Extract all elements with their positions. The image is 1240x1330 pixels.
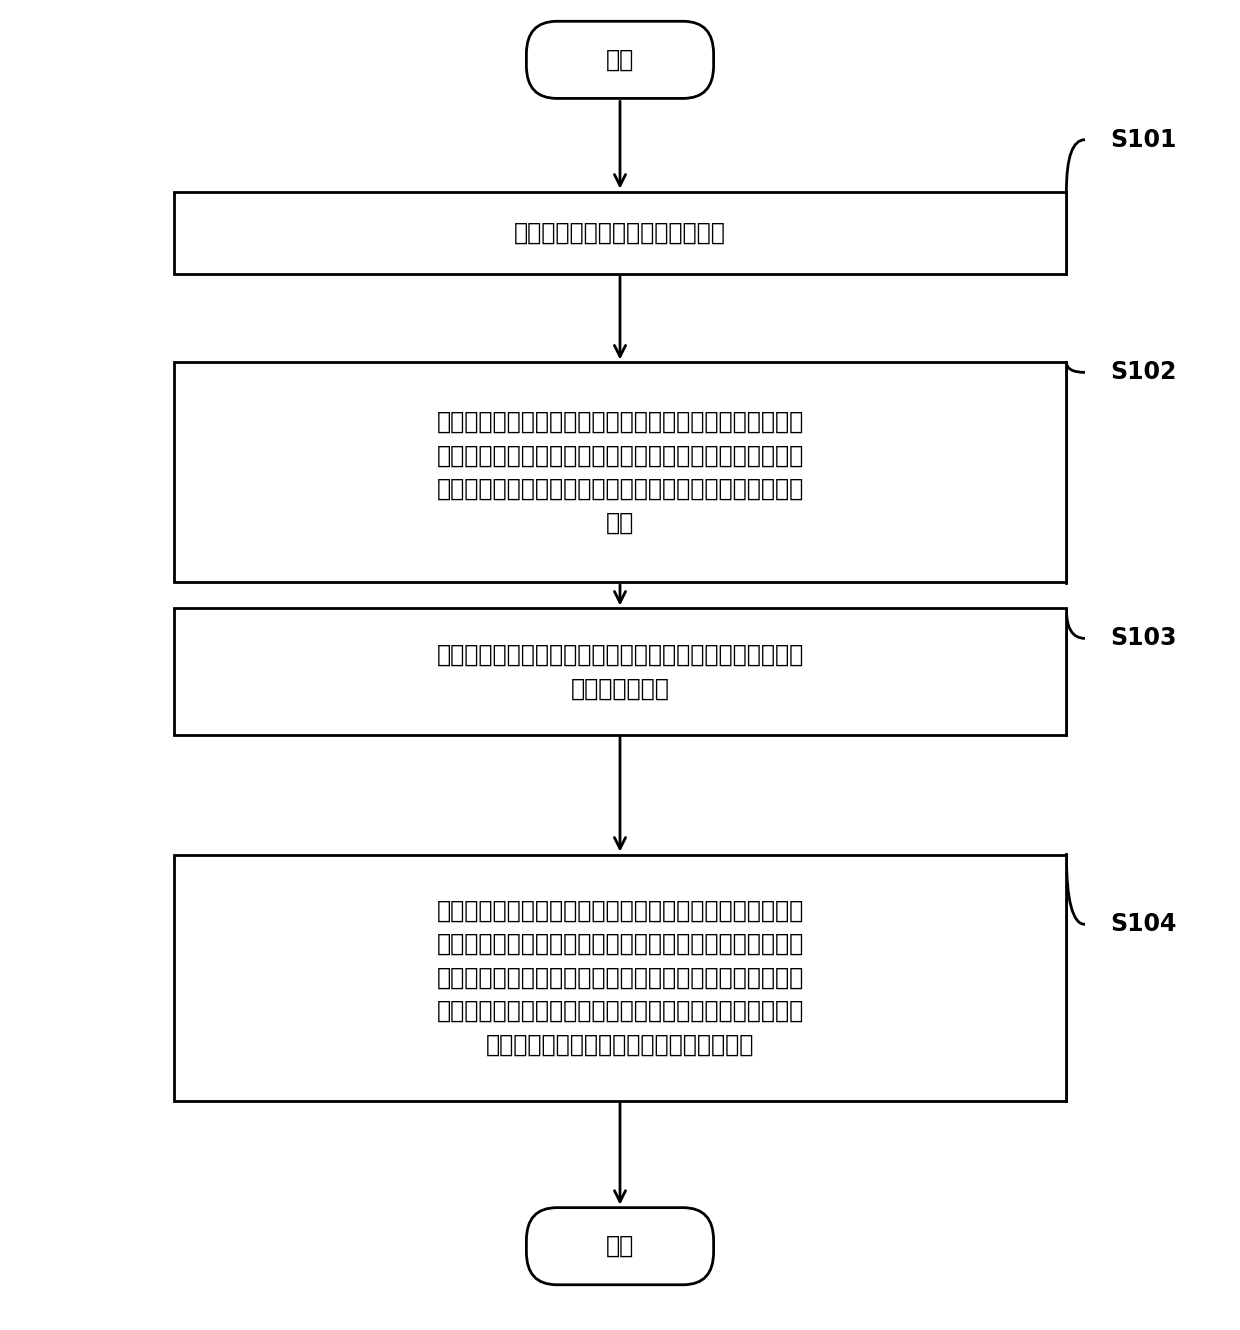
Text: S104: S104 <box>1110 912 1177 936</box>
Text: 建立包括前级神经网络和后级神经网络的人工神经网络模型
，并利用危险驾驶的特征样本参数训练所述人工神经网络模
型，获取包含预设危险驾驶特征分类概率值的人工神经网络: 建立包括前级神经网络和后级神经网络的人工神经网络模型 ，并利用危险驾驶的特征样本… <box>436 410 804 535</box>
Text: S103: S103 <box>1110 626 1177 650</box>
FancyBboxPatch shape <box>174 855 1066 1101</box>
Text: 开始: 开始 <box>606 48 634 72</box>
FancyBboxPatch shape <box>174 362 1066 583</box>
Text: S102: S102 <box>1110 360 1177 384</box>
Text: 结束: 结束 <box>606 1234 634 1258</box>
Text: S101: S101 <box>1110 128 1177 152</box>
Text: 采集历史驾驶过程的特征样本参数: 采集历史驾驶过程的特征样本参数 <box>515 221 725 245</box>
FancyBboxPatch shape <box>174 609 1066 734</box>
Text: 将第一类特征参数及第二类特征参数输入人工神经网络模型
，获取危险驾驶特征分类概率值，判断危险驾驶特征分类概
率值是否大于预设危险驾驶特征分类概率值，在判定危险驾: 将第一类特征参数及第二类特征参数输入人工神经网络模型 ，获取危险驾驶特征分类概率… <box>436 899 804 1056</box>
FancyBboxPatch shape <box>174 192 1066 274</box>
Text: 在车辆当前驾驶过程中实时获取驾驶员的第一类特征参数及
第二类特征参数: 在车辆当前驾驶过程中实时获取驾驶员的第一类特征参数及 第二类特征参数 <box>436 642 804 701</box>
FancyBboxPatch shape <box>527 21 714 98</box>
FancyBboxPatch shape <box>527 1208 714 1285</box>
